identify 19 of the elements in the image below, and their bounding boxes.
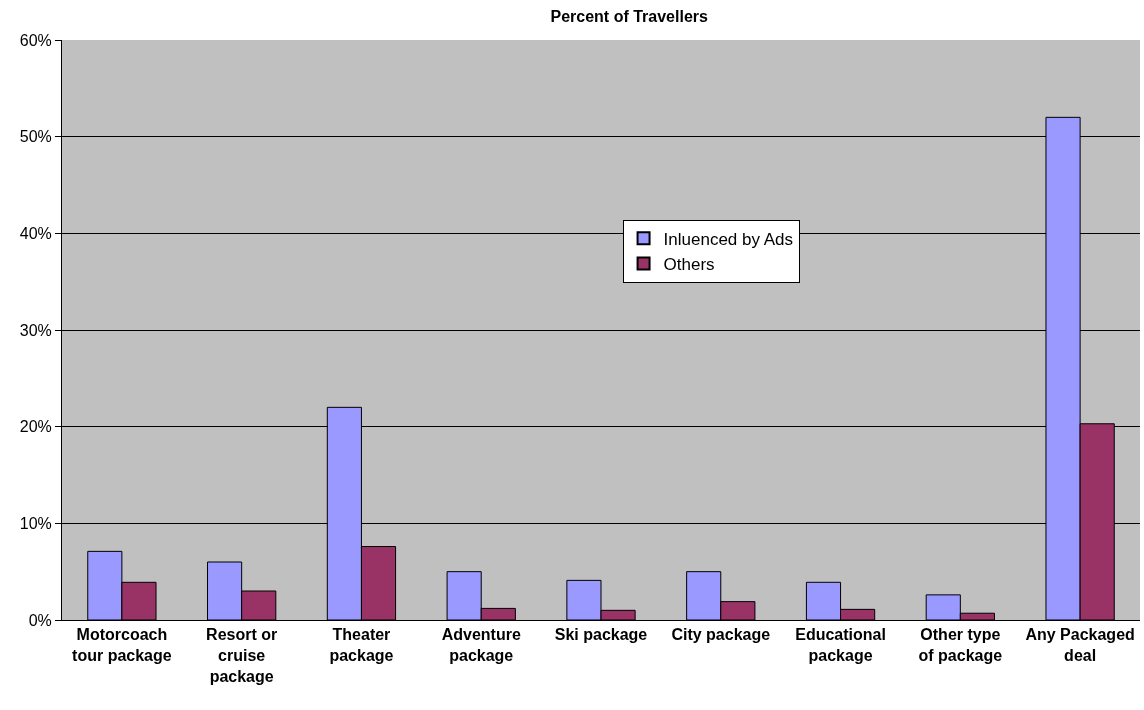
x-tick-label: Resort or cruise package [206, 626, 278, 685]
x-tick-label: City package [671, 626, 771, 644]
x-tick-label: Motorcoach tour package [72, 626, 172, 664]
x-tick-label: Any Packaged deal [1025, 626, 1135, 664]
x-tick-label: Theater package [329, 626, 394, 664]
x-tick-label: Adventure package [441, 626, 521, 664]
y-tick-label: 40% [19, 224, 52, 242]
y-tick-label: 60% [19, 31, 52, 49]
y-tick-label: 0% [28, 611, 52, 629]
x-tick-label: Educational package [795, 626, 886, 664]
legend-label: Inluenced by Ads [663, 229, 794, 249]
y-tick-label: 50% [19, 128, 52, 146]
y-tick-label: 10% [19, 514, 52, 532]
x-tick-label: Ski package [554, 626, 648, 644]
chart-title: Percent of Travellers [550, 7, 708, 25]
x-tick-label: Other type of package [918, 626, 1003, 664]
y-tick-label: 30% [19, 321, 52, 339]
legend-label: Others [663, 255, 715, 275]
y-tick-label: 20% [19, 418, 52, 436]
